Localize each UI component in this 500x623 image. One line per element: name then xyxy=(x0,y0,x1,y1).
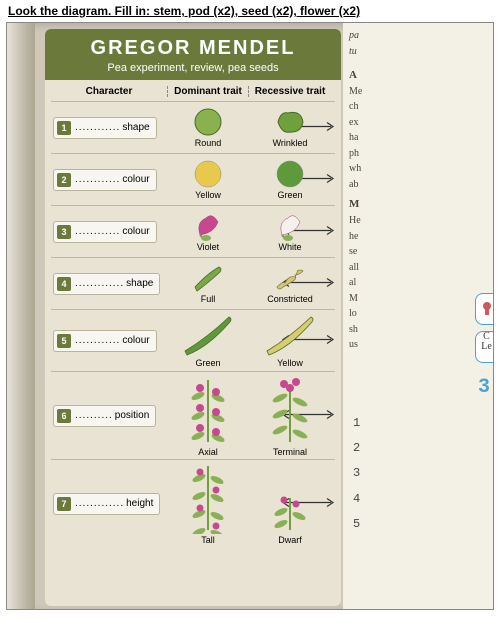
recessive-label: Constricted xyxy=(267,294,313,304)
col-character: Character xyxy=(51,86,167,97)
col-dominant: Dominant trait xyxy=(167,86,249,97)
column-headers: Character Dominant trait Recessive trait xyxy=(51,84,335,101)
side-num: 5 xyxy=(353,512,360,537)
recessive-icon xyxy=(273,107,307,137)
side-num: 2 xyxy=(353,436,360,461)
recessive-label: Terminal xyxy=(273,447,307,457)
panel-title: GREGOR MENDEL xyxy=(49,37,337,60)
trait-row: 3 ............ colour Violet White xyxy=(51,205,335,257)
recessive-label: Dwarf xyxy=(278,535,302,545)
dominant-icon xyxy=(181,462,235,534)
cutoff-text: pa tu A Mechex haphwhab M Hehese allalM … xyxy=(349,29,362,354)
character-label: 3 ............ colour xyxy=(53,221,157,243)
tab-icon xyxy=(475,293,493,325)
recessive-icon xyxy=(273,263,307,293)
panel-header: GREGOR MENDEL Pea experiment, review, pe… xyxy=(45,29,341,80)
character-label: 7 ............. height xyxy=(53,493,160,515)
recessive-label: Green xyxy=(277,190,302,200)
dominant-label: Axial xyxy=(198,447,218,457)
panel-body: Character Dominant trait Recessive trait… xyxy=(45,80,341,606)
trait-row: 1 ............ shape Round Wrinkled xyxy=(51,101,335,153)
character-label: 1 ............ shape xyxy=(53,117,157,139)
tab-3: 3 xyxy=(475,369,493,405)
dominant-icon xyxy=(191,107,225,137)
dominant-label: Violet xyxy=(197,242,219,252)
recessive-icon xyxy=(273,211,307,241)
recessive-icon xyxy=(263,462,317,534)
mendel-panel: GREGOR MENDEL Pea experiment, review, pe… xyxy=(45,29,341,605)
character-label: 2 ............ colour xyxy=(53,169,157,191)
trait-row: 2 ............ colour Yellow Green xyxy=(51,153,335,205)
num-badge: 6 xyxy=(57,409,71,423)
dominant-label: Tall xyxy=(201,535,215,545)
num-badge: 5 xyxy=(57,334,71,348)
side-num: 4 xyxy=(353,487,360,512)
dominant-label: Yellow xyxy=(195,190,221,200)
book-page: GREGOR MENDEL Pea experiment, review, pe… xyxy=(6,22,494,610)
side-num: 1 xyxy=(353,411,360,436)
trait-row: 6 .......... position Axial Terminal xyxy=(51,371,335,459)
num-badge: 4 xyxy=(57,277,71,291)
character-label: 6 .......... position xyxy=(53,405,156,427)
dominant-icon xyxy=(181,313,235,357)
trait-row: 7 ............. height Tall Dwarf xyxy=(51,459,335,547)
instruction-text: Look the diagram. Fill in: stem, pod (x2… xyxy=(0,0,500,22)
book-gutter xyxy=(7,23,35,609)
trait-row: 5 ............ colour Green Yellow xyxy=(51,309,335,371)
tab-cl: CLe xyxy=(475,331,493,363)
side-num: 3 xyxy=(353,461,360,486)
side-tabs: CLe 3 xyxy=(475,293,493,405)
recessive-label: Yellow xyxy=(277,358,303,368)
dominant-icon xyxy=(191,159,225,189)
col-recessive: Recessive trait xyxy=(249,86,331,97)
num-badge: 7 xyxy=(57,497,71,511)
num-badge: 1 xyxy=(57,121,71,135)
dominant-label: Green xyxy=(195,358,220,368)
dominant-icon xyxy=(191,263,225,293)
dominant-label: Round xyxy=(195,138,222,148)
dominant-icon xyxy=(191,211,225,241)
recessive-icon xyxy=(273,159,307,189)
panel-subtitle: Pea experiment, review, pea seeds xyxy=(49,62,337,74)
recessive-icon xyxy=(263,313,317,357)
right-page-cutoff: pa tu A Mechex haphwhab M Hehese allalM … xyxy=(343,23,493,609)
dominant-icon xyxy=(181,374,235,446)
num-badge: 2 xyxy=(57,173,71,187)
trait-row: 4 ............. shape Full Constricted xyxy=(51,257,335,309)
recessive-label: Wrinkled xyxy=(273,138,308,148)
num-badge: 3 xyxy=(57,225,71,239)
recessive-label: White xyxy=(278,242,301,252)
character-label: 4 ............. shape xyxy=(53,273,160,295)
dominant-label: Full xyxy=(201,294,216,304)
recessive-icon xyxy=(263,374,317,446)
side-numbers: 12345 xyxy=(353,411,360,537)
character-label: 5 ............ colour xyxy=(53,330,157,352)
